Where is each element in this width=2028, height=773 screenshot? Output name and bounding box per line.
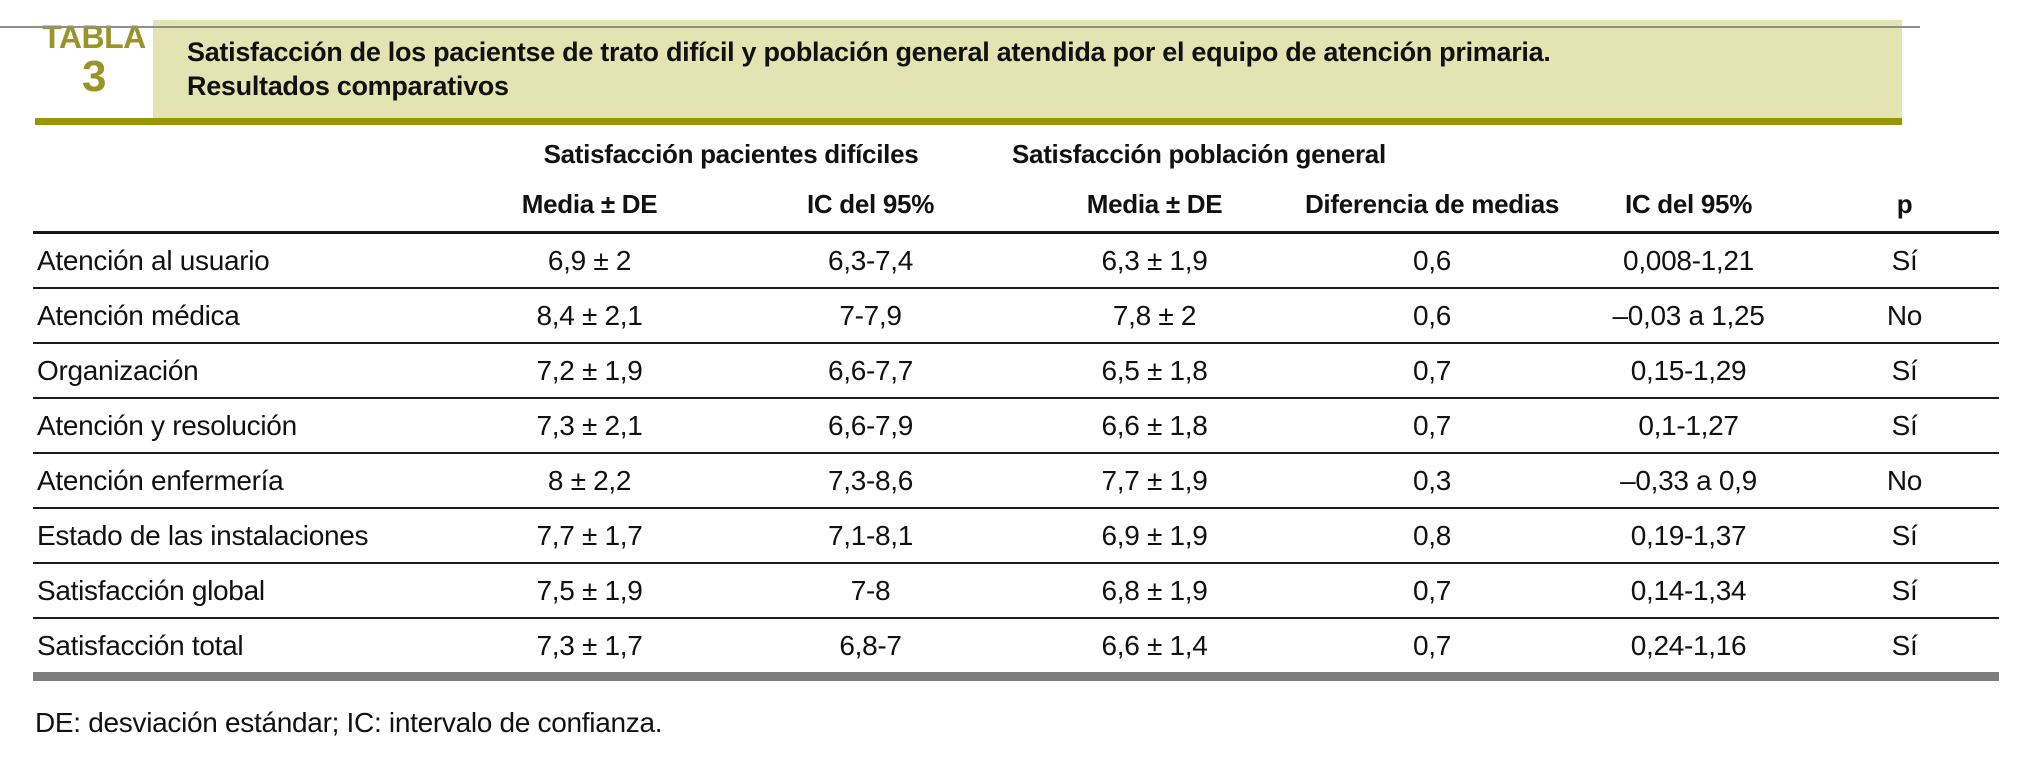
group-header-general-population: Satisfacción población general [1012, 138, 1386, 169]
cell-diferencia-medias: 0,7 [1297, 343, 1567, 399]
cell-diferencia-medias: 0,6 [1297, 232, 1567, 289]
cell-p: Sí [1810, 563, 1999, 619]
cell-media-de-difficult: 8,4 ± 2,1 [450, 288, 729, 344]
column-header-diferencia-medias: Diferencia de medias [1297, 177, 1567, 234]
row-label: Atención al usuario [33, 232, 450, 289]
table-number-badge: TABLA 3 [35, 20, 153, 118]
cell-media-de-difficult: 7,2 ± 1,9 [450, 343, 729, 399]
cell-media-de-difficult: 7,3 ± 2,1 [450, 398, 729, 454]
cell-media-de-difficult: 7,5 ± 1,9 [450, 563, 729, 619]
row-label: Satisfacción total [37, 629, 244, 661]
cell-p: Sí [1810, 398, 1999, 454]
cell-diferencia-medias: 0,3 [1297, 453, 1567, 509]
table-title-band: Satisfacción de los pacientse de trato d… [153, 20, 1902, 118]
table-row: Atención médica 8,4 ± 2,1 7-7,9 7,8 ± 2 … [33, 288, 1999, 344]
cell-ic95-comparison: 0,008-1,21 [1567, 232, 1810, 289]
cell-media-de-general: 6,9 ± 1,9 [1012, 508, 1297, 564]
group-header-difficult-patients: Satisfacción pacientes difíciles [543, 138, 919, 169]
row-label: Organización [33, 343, 450, 399]
cell-p: Sí [1810, 508, 1999, 564]
column-header-row: Media ± DE IC del 95% Media ± DE Diferen… [33, 177, 1999, 234]
table-row: Atención enfermería 8 ± 2,2 7,3-8,6 7,7 … [33, 453, 1999, 509]
table-row: Satisfacción total 7,3 ± 1,7 6,8-7 6,6 ±… [33, 618, 1999, 672]
cell-diferencia-medias: 0,8 [1297, 508, 1567, 564]
cell-p: Sí [1891, 629, 1918, 661]
cell-ic95-difficult: 7,1-8,1 [729, 508, 1012, 564]
table-row: Atención al usuario 6,9 ± 2 6,3-7,4 6,3 … [33, 232, 1999, 289]
table-row: Estado de las instalaciones 7,7 ± 1,7 7,… [33, 508, 1999, 564]
cell-ic95-comparison: 0,19-1,37 [1567, 508, 1810, 564]
cell-ic95-difficult: 7,3-8,6 [729, 453, 1012, 509]
page-top-rule [0, 26, 1920, 28]
column-header-rowlabel [33, 177, 450, 234]
cell-ic95-comparison: 0,15-1,29 [1567, 343, 1810, 399]
table-row: Atención y resolución 7,3 ± 2,1 6,6-7,9 … [33, 398, 1999, 454]
row-label: Atención y resolución [33, 398, 450, 454]
group-header-empty [33, 131, 450, 177]
table-header-band: TABLA 3 Satisfacción de los pacientse de… [35, 20, 1902, 125]
group-header-spacer [1297, 131, 1999, 177]
cell-p: No [1810, 288, 1999, 344]
cell-ic95-difficult: 6,3-7,4 [729, 232, 1012, 289]
cell-ic95-comparison: –0,03 a 1,25 [1567, 288, 1810, 344]
cell-ic95-difficult: 7-8 [729, 563, 1012, 619]
badge-word: TABLA [42, 19, 146, 55]
column-header-p: p [1810, 177, 1999, 234]
table-title-line-2: Resultados comparativos [187, 71, 509, 101]
cell-ic95-difficult: 7-7,9 [729, 288, 1012, 344]
cell-diferencia-medias: 0,7 [1297, 398, 1567, 454]
table-bottom-rule [33, 672, 1999, 681]
cell-media-de-general: 6,5 ± 1,8 [1012, 343, 1297, 399]
row-label: Estado de las instalaciones [33, 508, 450, 564]
table-title-line-1: Satisfacción de los pacientse de trato d… [187, 37, 1551, 67]
cell-media-de-difficult: 8 ± 2,2 [450, 453, 729, 509]
row-label: Satisfacción global [33, 563, 450, 619]
column-header-media-de-difficult: Media ± DE [450, 177, 729, 234]
results-table: Satisfacción pacientes difíciles Satisfa… [33, 131, 1999, 672]
cell-media-de-difficult: 6,9 ± 2 [450, 232, 729, 289]
cell-ic95-comparison: 0,1-1,27 [1567, 398, 1810, 454]
column-header-ic95-difficult: IC del 95% [729, 177, 1012, 234]
cell-media-de-general: 6,8 ± 1,9 [1012, 563, 1297, 619]
cell-ic95-difficult: 6,6-7,7 [729, 343, 1012, 399]
table-row: Organización 7,2 ± 1,9 6,6-7,7 6,5 ± 1,8… [33, 343, 1999, 399]
cell-ic95-difficult: 6,8-7 [839, 629, 902, 661]
table-body: Atención al usuario 6,9 ± 2 6,3-7,4 6,3 … [33, 232, 1999, 673]
cell-diferencia-medias: 0,6 [1297, 288, 1567, 344]
cell-media-de-general: 6,6 ± 1,8 [1012, 398, 1297, 454]
row-label: Atención enfermería [33, 453, 450, 509]
cell-p: Sí [1810, 232, 1999, 289]
cell-diferencia-medias: 0,7 [1412, 629, 1452, 661]
cell-ic95-comparison: 0,14-1,34 [1567, 563, 1810, 619]
column-header-media-de-general: Media ± DE [1012, 177, 1297, 234]
badge-number: 3 [82, 51, 106, 101]
cell-media-de-general: 7,7 ± 1,9 [1012, 453, 1297, 509]
cell-ic95-difficult: 6,6-7,9 [729, 398, 1012, 454]
cell-media-de-general: 6,6 ± 1,4 [1101, 629, 1208, 661]
group-header-row: Satisfacción pacientes difíciles Satisfa… [33, 131, 1999, 177]
cell-ic95-comparison: 0,24-1,16 [1630, 629, 1747, 661]
cell-diferencia-medias: 0,7 [1297, 563, 1567, 619]
row-label: Atención médica [33, 288, 450, 344]
table-row: Satisfacción global 7,5 ± 1,9 7-8 6,8 ± … [33, 563, 1999, 619]
column-header-ic95-comparison: IC del 95% [1567, 177, 1810, 234]
table-head: Satisfacción pacientes difíciles Satisfa… [33, 131, 1999, 234]
cell-media-de-difficult: 7,3 ± 1,7 [536, 629, 643, 661]
table-footnote: DE: desviación estándar; IC: intervalo d… [35, 707, 663, 738]
cell-media-de-general: 6,3 ± 1,9 [1012, 232, 1297, 289]
cell-media-de-general: 7,8 ± 2 [1012, 288, 1297, 344]
cell-p: Sí [1810, 343, 1999, 399]
cell-p: No [1810, 453, 1999, 509]
cell-ic95-comparison: –0,33 a 0,9 [1567, 453, 1810, 509]
cell-media-de-difficult: 7,7 ± 1,7 [450, 508, 729, 564]
